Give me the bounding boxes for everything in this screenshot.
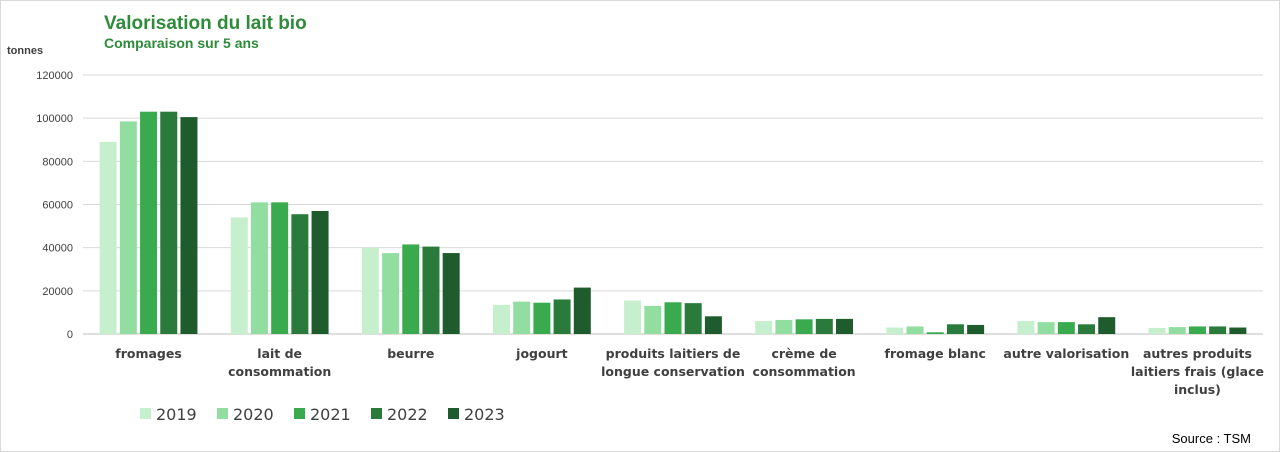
y-tick-label: 120000: [36, 70, 73, 82]
legend: 2019 2020 2021 2022 2023: [140, 405, 505, 424]
bar: [775, 319, 793, 334]
bar: [140, 111, 158, 334]
bar: [906, 326, 924, 334]
bar: [99, 141, 117, 334]
legend-label: 2021: [310, 405, 351, 424]
bar: [755, 321, 773, 334]
bar: [624, 300, 642, 334]
bar: [684, 303, 702, 334]
bar: [836, 318, 854, 334]
bars: [99, 111, 1247, 335]
bar: [1037, 322, 1055, 334]
chart-title: Valorisation du lait bio: [104, 13, 307, 34]
x-tick-label: consommation: [753, 364, 856, 379]
bar: [180, 117, 198, 335]
legend-label: 2023: [464, 405, 505, 424]
bar: [442, 253, 460, 334]
bar: [513, 301, 531, 334]
bar: [795, 319, 813, 334]
bar: [361, 247, 379, 334]
x-tick-label: consommation: [228, 364, 331, 379]
bar: [1229, 327, 1247, 334]
bar: [533, 302, 551, 334]
bar: [1148, 327, 1166, 334]
bar: [1098, 317, 1116, 334]
bar: [271, 202, 289, 334]
x-tick-label: fromage blanc: [885, 346, 986, 361]
x-tick-label: beurre: [387, 346, 434, 361]
source-note: Source : TSM: [1172, 431, 1251, 446]
legend-label: 2020: [233, 405, 274, 424]
bar: [291, 214, 309, 334]
bar: [119, 121, 137, 334]
x-tick-label: crème de: [771, 346, 836, 361]
bar: [311, 210, 329, 334]
y-tick-label: 40000: [42, 243, 73, 255]
x-tick-label: laitiers frais (glace: [1131, 364, 1264, 379]
bar: [250, 202, 268, 334]
legend-swatch: [294, 408, 305, 419]
x-tick-label: lait de: [257, 346, 302, 361]
x-tick-label: longue conservation: [601, 364, 745, 379]
legend-label: 2022: [387, 405, 428, 424]
bar: [815, 318, 833, 334]
legend-swatch: [217, 408, 228, 419]
chart-subtitle: Comparaison sur 5 ans: [104, 35, 259, 51]
bar: [644, 305, 662, 334]
bar: [160, 111, 178, 334]
legend-swatch: [371, 408, 382, 419]
bar: [704, 316, 722, 334]
category-labels: fromages lait de consommation beurre jogourt…: [115, 346, 1264, 397]
bar: [492, 304, 510, 334]
bar: [946, 324, 964, 334]
bar: [664, 302, 682, 334]
x-tick-label: jogourt: [515, 346, 567, 361]
bar: [573, 287, 591, 334]
bar: [553, 299, 571, 334]
legend-swatch: [140, 408, 151, 419]
bar: [422, 246, 440, 334]
legend-swatch: [448, 408, 459, 419]
x-tick-label: autres produits: [1143, 346, 1252, 361]
bar: [402, 244, 420, 334]
bar: [1168, 327, 1186, 334]
bar: [926, 332, 944, 334]
x-tick-label: produits laitiers de: [606, 346, 741, 361]
bar: [382, 253, 400, 334]
bar: [967, 324, 985, 334]
bar: [1188, 326, 1206, 334]
y-tick-label: 20000: [42, 286, 73, 298]
y-tick-label: 80000: [42, 156, 73, 168]
y-axis-label: tonnes: [7, 45, 43, 57]
bar: [886, 327, 904, 334]
bar: [230, 217, 248, 334]
y-tick-label: 0: [67, 329, 73, 341]
bar: [1017, 321, 1035, 334]
y-tick-label: 60000: [42, 200, 73, 212]
legend-label: 2019: [156, 405, 197, 424]
x-tick-label: fromages: [115, 346, 182, 361]
y-tick-label: 100000: [36, 113, 73, 125]
x-tick-label: autre valorisation: [1003, 346, 1129, 361]
gridlines: 0 20000 40000 60000 80000 100000 120000: [36, 70, 1263, 341]
bar: [1057, 322, 1075, 334]
x-tick-label: inclus): [1174, 382, 1221, 397]
bar: [1209, 326, 1227, 334]
bar: [1078, 324, 1096, 334]
